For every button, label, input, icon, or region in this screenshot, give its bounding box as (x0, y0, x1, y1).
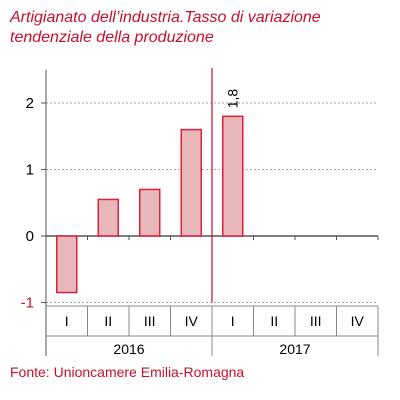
bar-4 (180, 128, 202, 237)
y-tick-label: 2 (26, 95, 34, 112)
year-label: 2016 (113, 341, 144, 357)
x-tick-label: III (144, 313, 156, 329)
y-tick-label: 1 (26, 162, 34, 179)
bar-1 (56, 235, 78, 294)
gridlines (46, 102, 378, 303)
x-tick-label: I (231, 313, 235, 329)
bar-5 (222, 115, 244, 237)
axes (41, 68, 379, 356)
y-tick-label: 0 (26, 228, 34, 245)
bar-3 (139, 188, 161, 237)
x-tick-label: II (270, 313, 278, 329)
bar-2 (97, 198, 119, 237)
data-label: 1,8 (225, 89, 241, 109)
chart-title: Artigianato dell’industria.Tasso di vari… (10, 9, 321, 46)
x-tick-label: II (104, 313, 112, 329)
y-tick-label: -1 (21, 295, 34, 312)
x-tick-label: III (310, 313, 322, 329)
bars (56, 115, 244, 294)
x-tick-label: IV (185, 313, 199, 329)
x-tick-label: IV (351, 313, 365, 329)
year-label: 2017 (279, 341, 310, 357)
source-note: Fonte: Unioncamere Emilia-Romagna (10, 364, 245, 380)
x-tick-label: I (65, 313, 69, 329)
